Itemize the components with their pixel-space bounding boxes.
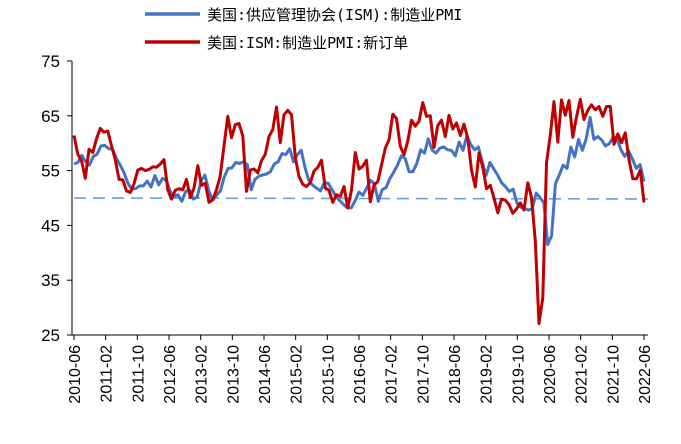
x-tick-label: 2013-10	[225, 345, 242, 404]
y-tick-label: 45	[41, 216, 60, 235]
x-tick-label: 2015-10	[320, 345, 337, 404]
x-tick-label: 2010-06	[67, 345, 84, 404]
x-tick-label: 2022-06	[637, 345, 654, 404]
y-axis: 25 35 45 55 65 75	[41, 52, 73, 345]
y-tick-label: 55	[41, 162, 60, 181]
x-tick-label: 2013-02	[194, 345, 211, 404]
x-tick-label: 2019-02	[479, 345, 496, 404]
x-tick-label: 2017-10	[415, 345, 432, 404]
y-tick-label: 75	[41, 52, 60, 71]
y-tick-label: 65	[41, 107, 60, 126]
x-tick-label: 2021-02	[574, 345, 591, 404]
x-tick-label: 2012-06	[162, 345, 179, 404]
legend: 美国:供应管理协会(ISM):制造业PMI 美国:ISM:制造业PMI:新订单	[145, 6, 462, 52]
x-tick-label: 2011-02	[99, 345, 116, 403]
x-tick-label: 2011-10	[130, 345, 147, 403]
y-tick-label: 25	[41, 326, 60, 345]
legend-label-ism-pmi: 美国:供应管理协会(ISM):制造业PMI	[207, 6, 462, 24]
x-tick-label: 2018-06	[447, 345, 464, 404]
x-tick-label: 2014-06	[257, 345, 274, 404]
x-tick-label: 2017-02	[384, 345, 401, 404]
y-tick-label: 35	[41, 271, 60, 290]
legend-label-new-orders: 美国:ISM:制造业PMI:新订单	[207, 34, 408, 52]
reference-line-50	[73, 197, 649, 200]
x-tick-label: 2021-10	[605, 345, 622, 404]
x-tick-label: 2019-10	[510, 345, 527, 404]
x-axis: 2010-06 2011-02 2011-10 2012-06 2013-02 2013-…	[67, 334, 654, 404]
x-tick-label: 2016-06	[352, 345, 369, 404]
x-tick-label: 2015-02	[289, 345, 306, 404]
series-line-new-orders	[72, 97, 646, 325]
x-tick-label: 2020-06	[542, 345, 559, 404]
